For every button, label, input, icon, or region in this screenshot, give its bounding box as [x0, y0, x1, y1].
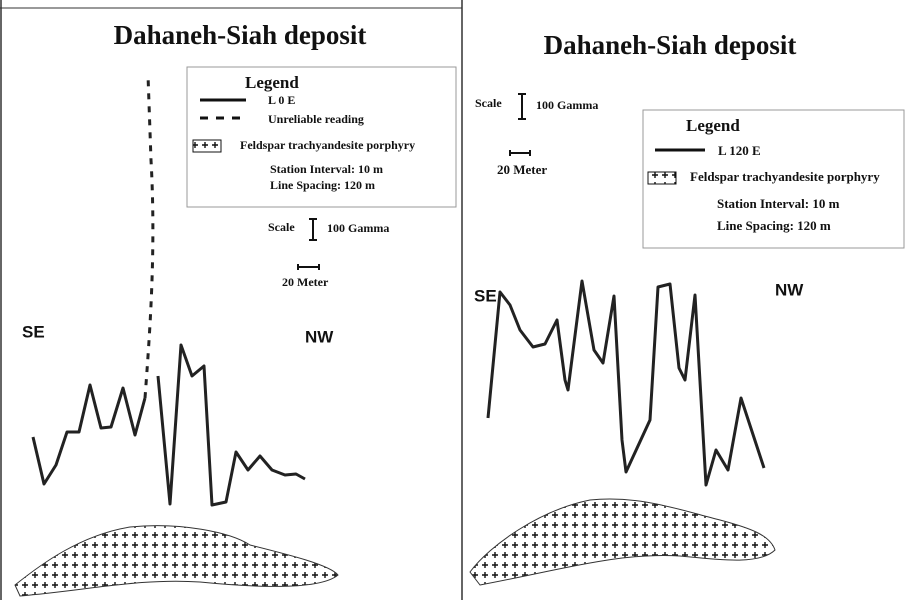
legend-item: L 120 E	[718, 143, 761, 158]
panel-right: Dahaneh-Siah deposit Scale 100 Gamma 20 …	[469, 30, 905, 586]
scale-meter: 20 Meter	[497, 162, 547, 177]
porphyry-body	[469, 498, 776, 586]
direction-label: NW	[305, 327, 334, 346]
legend-item: Unreliable reading	[268, 112, 364, 126]
profile-line	[486, 279, 766, 487]
scale-label: Scale	[475, 96, 502, 110]
scale-gamma: 100 Gamma	[327, 221, 389, 235]
legend-note: Station Interval: 10 m	[717, 196, 840, 211]
legend-title: Legend	[686, 116, 740, 135]
legend-box	[186, 66, 457, 208]
legend-note: Line Spacing: 120 m	[717, 218, 831, 233]
legend-item: Feldspar trachyandesite porphyry	[690, 169, 880, 184]
title: Dahaneh-Siah deposit	[114, 20, 367, 50]
legend-item: Feldspar trachyandesite porphyry	[240, 138, 415, 152]
legend-title: Legend	[245, 73, 299, 92]
scale-gamma: 100 Gamma	[536, 98, 598, 112]
porphyry-body	[14, 525, 339, 597]
direction-label: SE	[474, 286, 497, 305]
direction-label: NW	[775, 280, 804, 299]
legend-item: L 0 E	[268, 93, 295, 107]
scale-label: Scale	[268, 220, 295, 234]
panel-left: Dahaneh-Siah deposit Legend L 0 E Unreli…	[14, 20, 457, 597]
unreliable-line	[143, 74, 155, 399]
legend-note: Station Interval: 10 m	[270, 162, 383, 176]
profile-line	[31, 383, 147, 486]
scale-meter: 20 Meter	[282, 275, 329, 289]
legend-note: Line Spacing: 120 m	[270, 178, 375, 192]
legend-box	[642, 109, 905, 249]
direction-label: SE	[22, 322, 45, 341]
title: Dahaneh-Siah deposit	[544, 30, 797, 60]
profile-line	[156, 343, 306, 507]
